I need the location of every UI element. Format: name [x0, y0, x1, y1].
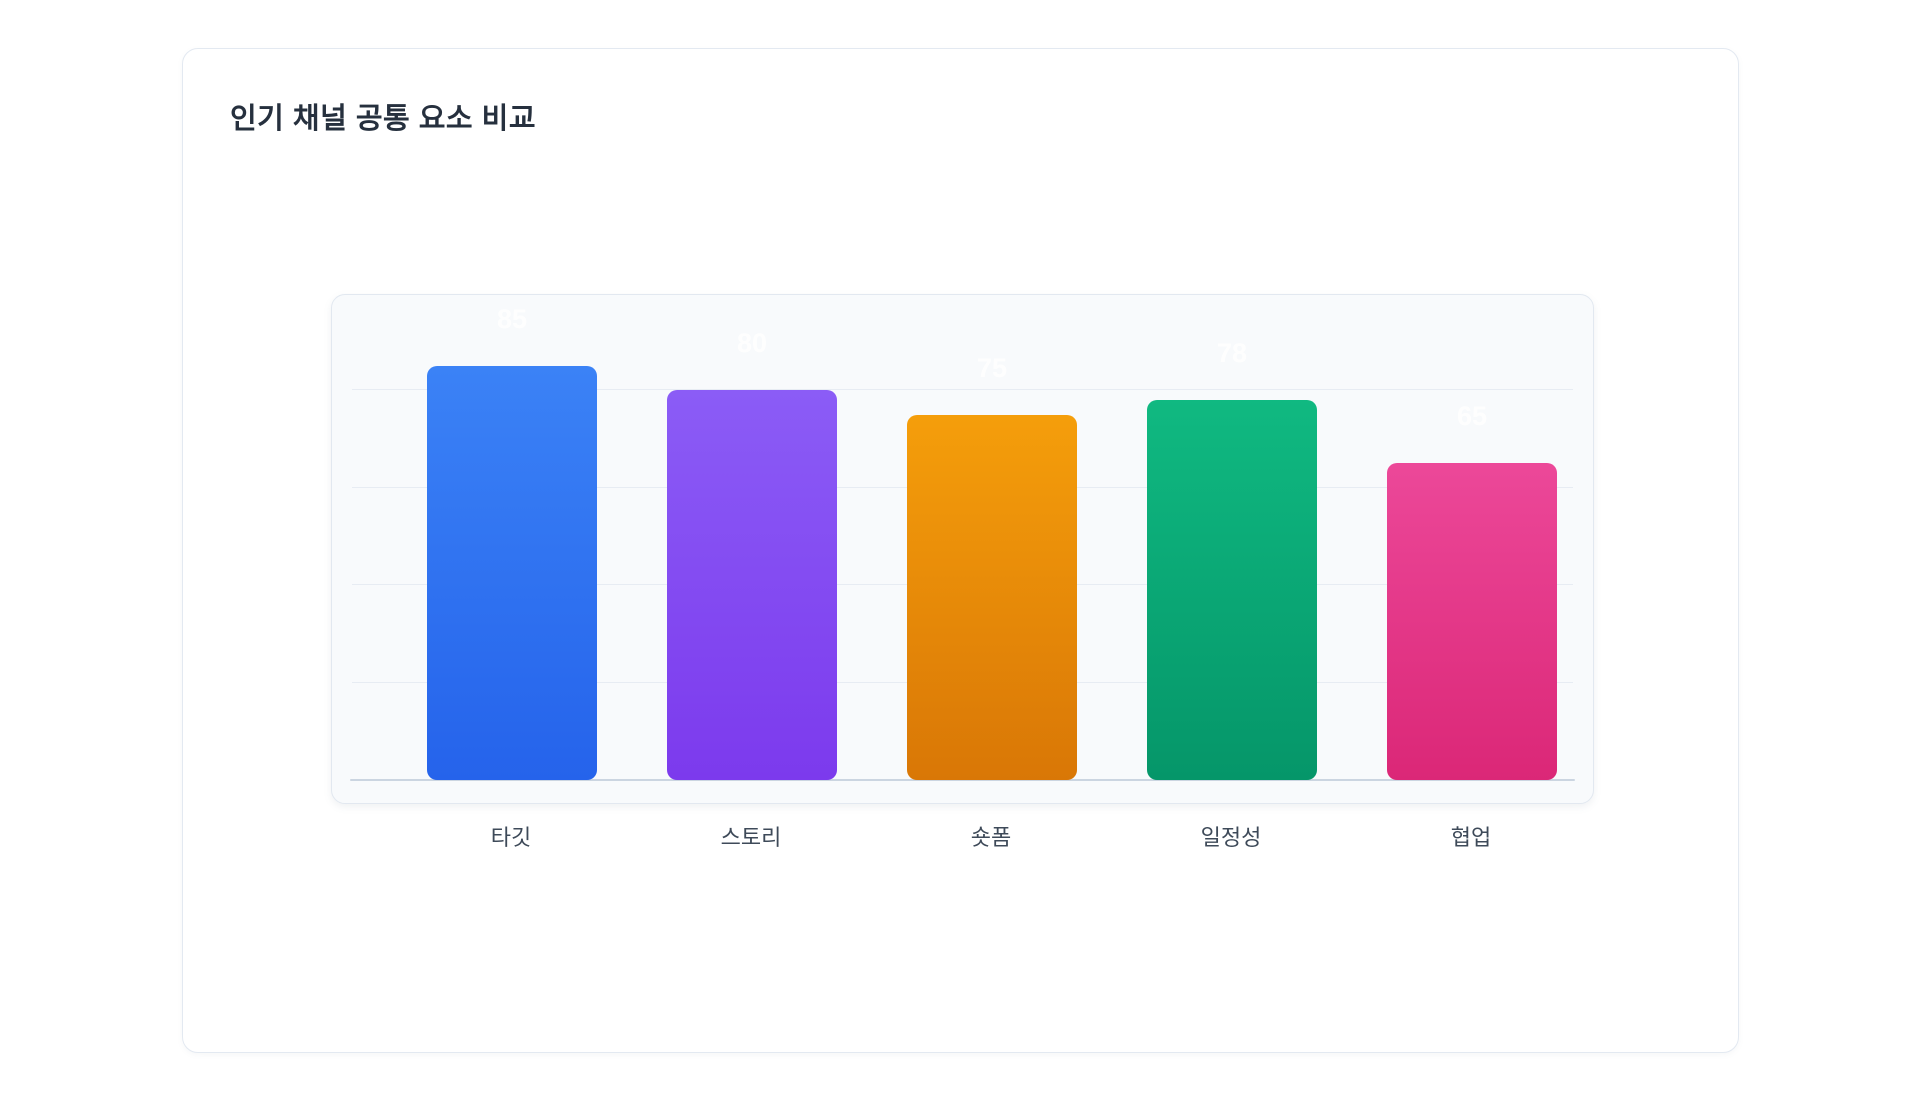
x-axis-label: 일정성 — [1200, 825, 1262, 850]
bar-group: 65 — [1352, 403, 1592, 780]
bar-스토리[interactable] — [667, 390, 837, 780]
chart-card: 인기 채널 공통 요소 비교 85 80 75 78 65 타깃 스토리 숏폼 일정성 협업 — [182, 48, 1739, 1053]
chart-plot-area: 85 80 75 78 65 — [331, 294, 1594, 804]
bars-row: 85 80 75 78 65 — [392, 306, 1592, 780]
bar-value-label: 80 — [736, 328, 768, 358]
bar-group: 85 — [392, 306, 632, 780]
bar-value-label: 75 — [976, 353, 1008, 383]
x-axis-label: 협업 — [1450, 825, 1492, 850]
bar-협업[interactable] — [1387, 463, 1557, 780]
bar-타깃[interactable] — [427, 366, 597, 780]
bar-group: 75 — [872, 355, 1112, 780]
bar-group: 78 — [1112, 340, 1352, 780]
page-title: 인기 채널 공통 요소 비교 — [230, 103, 537, 135]
bar-group: 80 — [632, 330, 872, 780]
x-axis-label: 타깃 — [490, 825, 532, 850]
bar-chart: 85 80 75 78 65 타깃 스토리 숏폼 일정성 협업 — [331, 294, 1594, 852]
x-axis-label: 스토리 — [720, 825, 782, 850]
bar-value-label: 78 — [1216, 338, 1248, 368]
bar-value-label: 85 — [496, 304, 528, 334]
bar-value-label: 65 — [1456, 401, 1488, 431]
bar-일정성[interactable] — [1147, 400, 1317, 780]
x-axis-baseline — [350, 779, 1575, 781]
x-axis-labels: 타깃 스토리 숏폼 일정성 협업 — [391, 820, 1591, 852]
bar-숏폼[interactable] — [907, 415, 1077, 780]
gridline — [352, 389, 1573, 390]
x-axis-label: 숏폼 — [970, 825, 1012, 850]
